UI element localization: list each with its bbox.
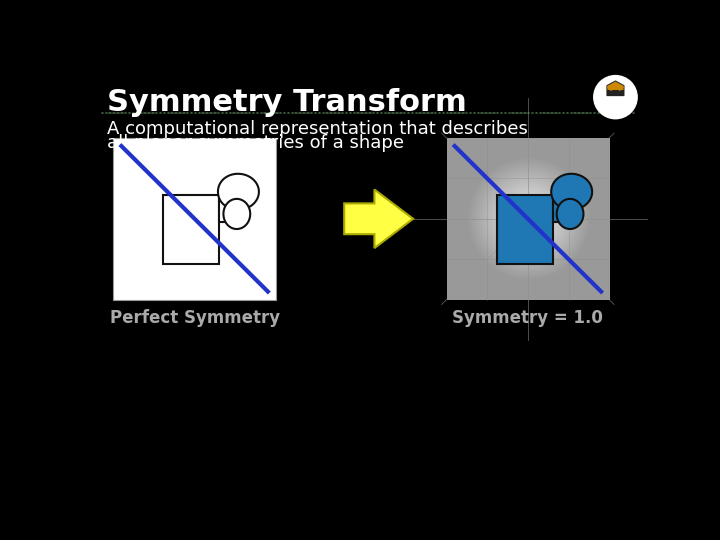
FancyBboxPatch shape	[497, 194, 552, 264]
Polygon shape	[552, 174, 592, 210]
Circle shape	[594, 76, 637, 119]
Polygon shape	[223, 199, 251, 229]
FancyBboxPatch shape	[163, 194, 220, 264]
Text: A computational representation that describes: A computational representation that desc…	[107, 120, 528, 138]
Text: Symmetry = 1.0: Symmetry = 1.0	[452, 309, 603, 327]
Text: all planar symmetries of a shape: all planar symmetries of a shape	[107, 134, 404, 152]
Polygon shape	[607, 81, 624, 96]
FancyBboxPatch shape	[113, 138, 276, 300]
Polygon shape	[607, 85, 624, 91]
FancyBboxPatch shape	[220, 194, 238, 222]
Text: Perfect Symmetry: Perfect Symmetry	[109, 309, 279, 327]
Polygon shape	[557, 199, 583, 229]
Polygon shape	[607, 90, 624, 96]
Text: Symmetry Transform: Symmetry Transform	[107, 88, 467, 117]
Polygon shape	[344, 190, 413, 248]
Polygon shape	[218, 174, 259, 210]
FancyBboxPatch shape	[552, 194, 571, 222]
